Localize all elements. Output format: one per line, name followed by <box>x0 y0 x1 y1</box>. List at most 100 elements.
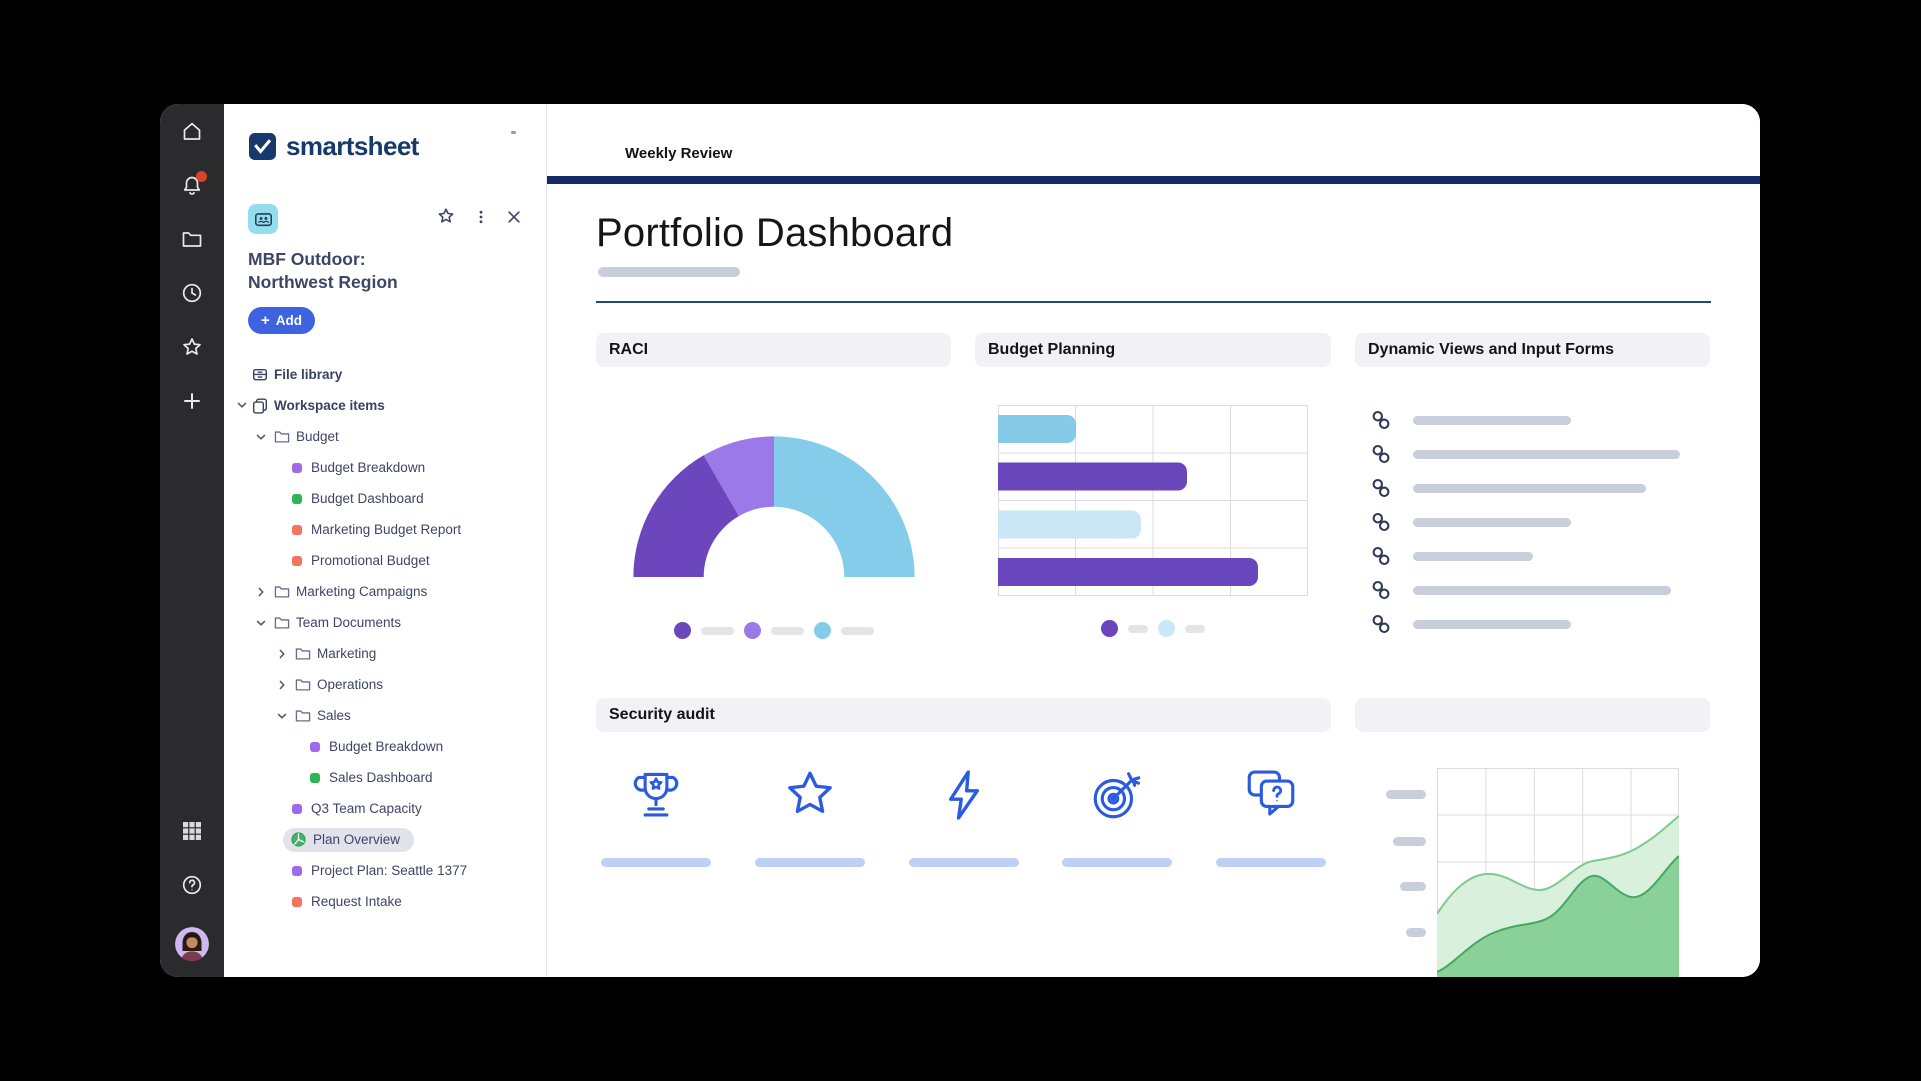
tree-item-q3-team-capacity[interactable]: Q3 Team Capacity <box>248 793 522 824</box>
smartsheet-logo: smartsheet <box>249 131 522 162</box>
tree-item-sales[interactable]: Sales <box>248 700 522 731</box>
widget-trend <box>1355 698 1710 977</box>
linked-item-row[interactable] <box>1355 607 1710 641</box>
chevron-down-icon[interactable] <box>253 615 269 631</box>
tree-item-plan-overview[interactable]: Plan Overview <box>248 824 522 855</box>
workspace-items-icon <box>252 398 268 414</box>
link-text-placeholder <box>1413 483 1646 493</box>
legend-dot <box>743 622 761 639</box>
link-text-placeholder <box>1413 415 1571 425</box>
tree-item-marketing-campaigns[interactable]: Marketing Campaigns <box>248 576 522 607</box>
rail-notifications-button[interactable] <box>180 171 207 197</box>
tree-item-marketing[interactable]: Marketing <box>248 638 522 669</box>
kebab-menu-icon[interactable] <box>473 209 489 230</box>
tree-item-budget-breakdown[interactable]: Budget Breakdown <box>248 731 522 762</box>
caption-placeholder <box>908 858 1019 867</box>
rail-top <box>180 119 207 413</box>
widget-budget-title: Budget Planning <box>975 333 1331 367</box>
rail-favorites-button[interactable] <box>180 335 204 359</box>
linked-item-row[interactable] <box>1355 403 1710 437</box>
rail-folder-button[interactable] <box>180 227 204 251</box>
caption-placeholder <box>1062 858 1173 867</box>
widgets-row-1: RACI Budget Planning <box>596 333 1711 653</box>
tree-item-workspace-items[interactable]: Workspace items <box>237 390 522 421</box>
tree-item-budget[interactable]: Budget <box>248 421 522 452</box>
tree-item-label: Marketing Budget Report <box>311 522 462 538</box>
raci-semidonut-chart <box>632 436 915 578</box>
chevron-down-icon[interactable] <box>253 429 269 445</box>
caption-placeholder <box>754 858 865 867</box>
widgets-row-2: Security audit <box>596 698 1711 977</box>
legend-dot <box>673 622 691 639</box>
tree-item-label: Budget Dashboard <box>311 491 424 507</box>
linked-item-row[interactable] <box>1355 573 1710 607</box>
tree-item-label: Budget Breakdown <box>311 460 426 476</box>
chevron-right-icon[interactable] <box>274 646 290 662</box>
tree-item-label: File library <box>274 367 343 383</box>
linked-item-row[interactable] <box>1355 505 1710 539</box>
linked-item-row[interactable] <box>1355 471 1710 505</box>
security-item <box>1216 766 1326 867</box>
link-text-placeholder <box>1413 551 1533 561</box>
rail-apps-button[interactable] <box>180 819 204 843</box>
linked-item-row[interactable] <box>1355 437 1710 471</box>
security-icons-row <box>596 766 1331 867</box>
tab-weekly-review[interactable]: Weekly Review <box>625 145 733 162</box>
tree-item-label: Sales <box>317 708 351 724</box>
close-icon[interactable] <box>506 209 522 230</box>
chevron-right-icon[interactable] <box>274 677 290 693</box>
tree-item-team-documents[interactable]: Team Documents <box>248 607 522 638</box>
link-text-placeholder <box>1413 449 1680 459</box>
tree-item-budget-dashboard[interactable]: Budget Dashboard <box>248 483 522 514</box>
chevron-down-icon[interactable] <box>234 397 250 413</box>
widget-security-title: Security audit <box>596 698 1331 732</box>
rail-account-avatar-button[interactable] <box>175 927 209 961</box>
sheet-color-bullet <box>292 803 302 814</box>
trend-chart-area <box>1355 732 1710 977</box>
folder-icon <box>274 615 290 631</box>
rail-home-button[interactable] <box>180 119 204 143</box>
tree-item-promotional-budget[interactable]: Promotional Budget <box>248 545 522 576</box>
sheet-color-bullet <box>292 493 302 504</box>
tree-item-budget-breakdown[interactable]: Budget Breakdown <box>248 452 522 483</box>
folder-icon <box>274 584 290 600</box>
dashboard-content: Portfolio Dashboard RACI Budget Planning <box>547 184 1760 977</box>
raci-legend <box>596 622 951 639</box>
security-item <box>601 766 711 867</box>
tree-item-label: Budget Breakdown <box>329 739 444 755</box>
widget-trend-title <box>1355 698 1710 732</box>
tree-item-sales-dashboard[interactable]: Sales Dashboard <box>248 762 522 793</box>
widget-raci: RACI <box>596 333 951 653</box>
linked-item-row[interactable] <box>1355 539 1710 573</box>
sheet-color-bullet <box>310 741 320 752</box>
add-button[interactable]: + Add <box>248 307 316 335</box>
tree-item-operations[interactable]: Operations <box>248 669 522 700</box>
chevron-right-icon[interactable] <box>253 584 269 600</box>
folder-icon <box>295 708 311 724</box>
chat-question-icon <box>1242 766 1300 824</box>
favorite-star-icon[interactable] <box>436 207 456 232</box>
rail-help-button[interactable] <box>180 873 204 897</box>
notification-badge <box>196 171 207 182</box>
tree-item-project-plan-seattle-1377[interactable]: Project Plan: Seattle 1377 <box>248 855 522 886</box>
budget-bar-chart <box>998 405 1308 596</box>
tree-item-file-library[interactable]: File library <box>248 359 522 390</box>
tree-item-marketing-budget-report[interactable]: Marketing Budget Report <box>248 514 522 545</box>
rail-recents-button[interactable] <box>180 281 204 305</box>
workspace-title: MBF Outdoor: Northwest Region <box>248 249 398 293</box>
selected-pill: Plan Overview <box>283 827 415 852</box>
workspace-actions <box>436 207 522 232</box>
budget-legend <box>975 620 1331 637</box>
pie-chart-icon <box>290 832 306 848</box>
chevron-down-icon[interactable] <box>274 708 290 724</box>
axis-tick-placeholder <box>1406 928 1426 937</box>
folder-icon <box>274 429 290 445</box>
add-button-label: Add <box>275 313 303 329</box>
link-text-placeholder <box>1413 585 1671 595</box>
security-item <box>754 766 865 867</box>
dashboard-header: Weekly Review <box>547 104 1760 184</box>
caption-placeholder <box>601 858 711 867</box>
rail-create-button[interactable] <box>180 389 204 413</box>
divider-rule <box>596 301 1711 303</box>
tree-item-request-intake[interactable]: Request Intake <box>248 886 522 917</box>
